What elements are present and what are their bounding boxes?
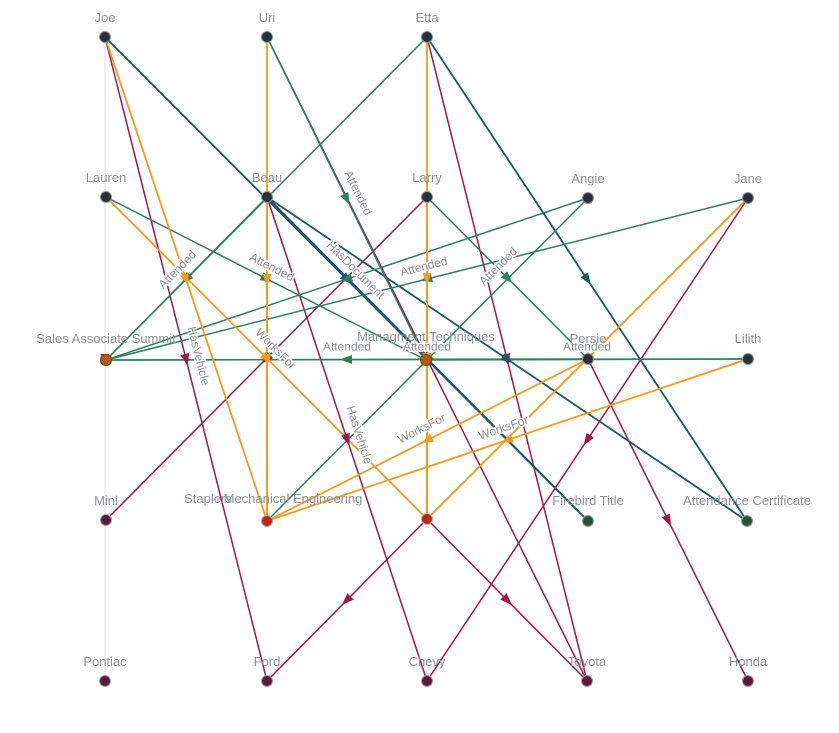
nodes-layer [99,31,754,687]
arrowhead-icon [583,432,595,446]
arrowhead-icon [421,433,434,444]
node-label-sales-associate-summit: Sales Associate Summit [36,331,176,346]
node-pontiac[interactable] [99,675,111,687]
node-label-lilith: Lilith [735,331,762,346]
node-uri[interactable] [261,31,273,43]
node-ford[interactable] [261,675,273,687]
arrowhead-icon [342,593,354,605]
node-etta[interactable] [421,31,433,43]
edge-label-floating-0: Attended [476,244,520,288]
arrowhead-icon [661,513,672,527]
node-label-jane: Jane [734,171,762,186]
node-staplers[interactable] [261,515,273,527]
node-label-ford: Ford [254,654,281,669]
node-label-uri: Uri [259,10,276,25]
node-jane[interactable] [742,192,754,204]
node-company-2[interactable] [421,513,433,525]
node-managment-techniques[interactable] [420,354,432,366]
arrowhead-icon [422,273,432,285]
node-label-mini: Mini [94,493,118,508]
node-label-persie: Persie [570,331,607,346]
arrowhead-icon [259,351,272,363]
node-angie[interactable] [582,192,594,204]
node-label-mechanical-engineering: Mechanical Engineering [224,491,363,506]
arrowhead-icon [340,273,354,282]
node-label-pontiac: Pontiac [83,654,127,669]
arrowhead-icon [500,593,512,605]
arrowhead-icon [500,352,513,363]
node-toyota[interactable] [581,675,593,687]
edge-label-lilith-managment-techniques: Attended [563,339,611,353]
edge-label-lilith-sales-associate-summit: Attended [403,339,451,353]
edge-label-uri-managment-techniques: Attended [341,168,375,217]
node-label-honda: Honda [729,654,768,669]
node-label-staplers: Staplers [184,491,232,506]
node-label-managment-techniques: Managment Techniques [357,329,495,344]
node-attendance-certificate[interactable] [741,515,753,527]
arrowhead-icon [262,274,272,286]
node-lilith[interactable] [742,353,754,365]
node-label-attendance-certificate: Attendance Certificate [683,493,811,508]
node-beau[interactable] [261,191,273,203]
edge-label-joe-firebird-title: HasDocument [324,238,388,302]
node-label-joe: Joe [95,10,116,25]
node-label-lauren: Lauren [86,170,126,185]
node-persie[interactable] [582,353,594,365]
arrowhead-icon [180,353,190,366]
arrowhead-icon [180,272,189,286]
node-larry[interactable] [421,191,433,203]
node-label-larry: Larry [412,170,442,185]
arrowhead-icon [340,192,350,205]
node-label-firebird-title: Firebird Title [552,493,624,508]
edge-label-persie-staplers: WorksFor [395,410,448,446]
arrowhead-icon [500,271,513,283]
node-joe[interactable] [99,31,111,43]
node-chevy[interactable] [421,675,433,687]
node-lauren[interactable] [100,191,112,203]
node-label-etta: Etta [415,10,439,25]
arrowhead-icon [500,434,514,443]
arrowhead-icon [580,272,591,285]
node-label-chevy: Chevy [409,654,446,669]
node-mini[interactable] [100,514,112,526]
node-label-beau: Beau [252,170,282,185]
node-honda[interactable] [742,675,754,687]
arrowhead-icon [341,432,350,446]
arrowhead-icon [340,354,353,364]
node-sales-associate-summit[interactable] [100,354,112,366]
node-firebird-title[interactable] [582,515,594,527]
node-label-angie: Angie [571,171,604,186]
edge-label-persie-sales-associate-summit: Attended [323,339,371,353]
edge-label-lauren-managment-techniques: Attended [247,250,296,284]
node-label-toyota: Toyota [568,654,607,669]
